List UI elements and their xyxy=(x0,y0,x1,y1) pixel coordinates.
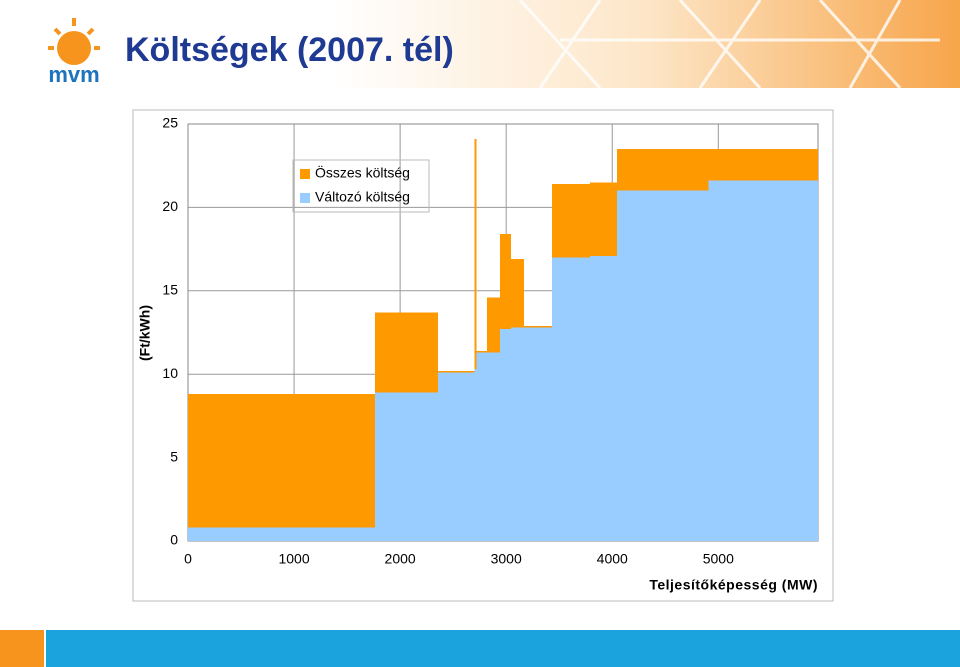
y-tick-label: 25 xyxy=(162,115,178,131)
legend-swatch xyxy=(300,193,310,203)
footer-accent xyxy=(0,630,44,667)
step-bar xyxy=(500,329,512,541)
step-bar xyxy=(708,180,818,541)
y-tick-label: 20 xyxy=(162,198,178,214)
y-tick-label: 10 xyxy=(162,365,178,381)
footer-bar xyxy=(46,630,960,667)
legend-frame xyxy=(292,159,430,213)
step-bar xyxy=(375,392,439,541)
step-bar xyxy=(188,394,376,541)
x-tick-label: 3000 xyxy=(491,551,522,567)
y-tick-label: 0 xyxy=(170,532,178,548)
x-axis-label: Teljesítőképesség (MW) xyxy=(649,577,818,593)
legend-label: Változó költség xyxy=(315,189,410,205)
header-decoration xyxy=(330,0,960,88)
logo: mvm xyxy=(48,18,100,87)
slide-title: Költségek (2007. tél) xyxy=(125,31,454,69)
x-tick-label: 2000 xyxy=(385,551,416,567)
legend-label: Összes költség xyxy=(315,164,410,181)
step-bar xyxy=(590,255,618,541)
x-tick-label: 5000 xyxy=(703,551,734,567)
step-bar xyxy=(487,352,501,541)
legend-swatch xyxy=(300,169,310,179)
chart: 0 5 10 15 20 25 0 1000 2000 3000 4000 5000 Összes kö… xyxy=(137,115,819,593)
step-bar xyxy=(438,372,475,541)
header-lattice xyxy=(518,0,940,90)
step-bar xyxy=(476,352,488,541)
x-tick-label: 4000 xyxy=(597,551,628,567)
y-tick-label: 5 xyxy=(170,448,178,464)
step-bar xyxy=(474,139,477,541)
step-bar xyxy=(617,190,709,541)
step-bar xyxy=(552,257,591,541)
step-bar xyxy=(188,527,376,541)
y-axis-label: (Ft/kWh) xyxy=(137,305,153,361)
step-bar xyxy=(524,327,553,541)
y-tick-label: 15 xyxy=(162,282,178,298)
logo-text: mvm xyxy=(48,62,99,87)
x-tick-label: 1000 xyxy=(278,551,309,567)
step-bar xyxy=(511,327,525,541)
step-bar xyxy=(474,369,477,541)
x-tick-label: 0 xyxy=(184,551,192,567)
